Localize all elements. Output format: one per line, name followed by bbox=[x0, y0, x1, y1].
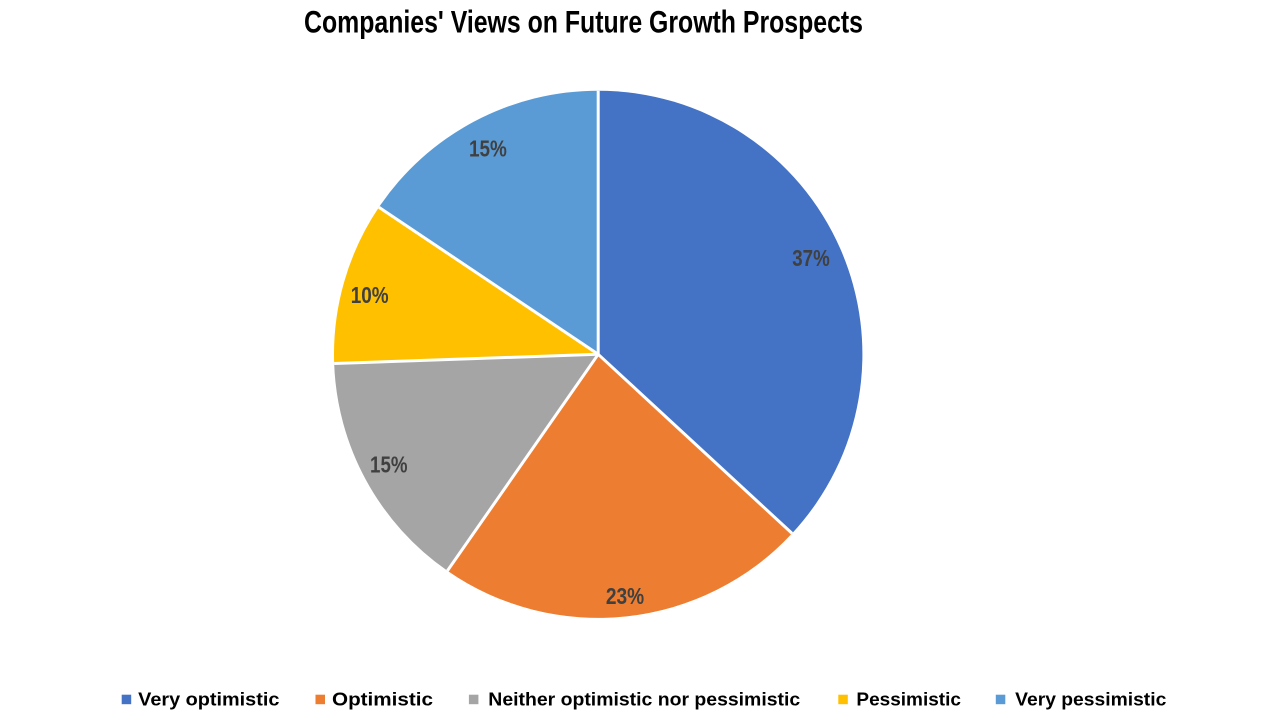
svg-text:37%: 37% bbox=[792, 245, 830, 271]
svg-text:Companies' Views on Future Gro: Companies' Views on Future Growth Prospe… bbox=[304, 4, 863, 40]
svg-text:Optimistic: Optimistic bbox=[332, 689, 433, 709]
svg-text:Very optimistic: Very optimistic bbox=[138, 689, 279, 709]
svg-text:Neither optimistic nor pessimi: Neither optimistic nor pessimistic bbox=[488, 689, 800, 709]
svg-text:23%: 23% bbox=[606, 583, 644, 609]
svg-text:Pessimistic: Pessimistic bbox=[856, 689, 961, 709]
svg-text:Very pessimistic: Very pessimistic bbox=[1015, 689, 1166, 709]
svg-text:15%: 15% bbox=[370, 451, 408, 477]
svg-text:10%: 10% bbox=[351, 282, 389, 308]
svg-text:15%: 15% bbox=[469, 136, 507, 162]
